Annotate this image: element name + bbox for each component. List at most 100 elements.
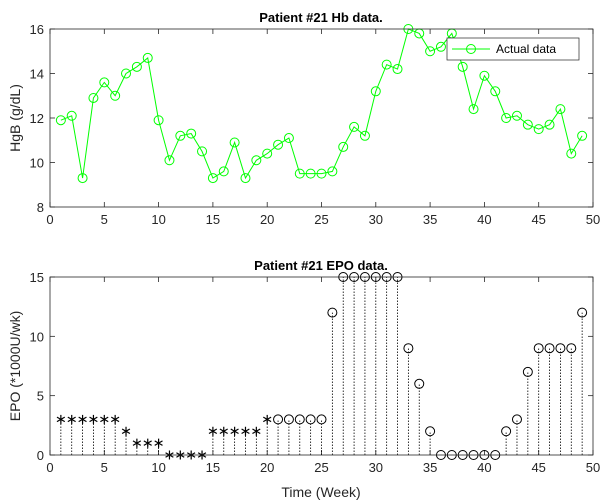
- epo-data-point: [78, 414, 87, 424]
- epo-xtick-label: 40: [477, 460, 491, 475]
- hb-title: Patient #21 Hb data.: [259, 10, 383, 25]
- hb-data-point: [544, 119, 555, 130]
- hb-axes-box: [49, 28, 594, 208]
- asterisk-stroke: [78, 416, 87, 423]
- hb-ytick-label: 10: [30, 156, 44, 171]
- epo-ytick-label: 10: [30, 329, 44, 344]
- epo-ytick-label: 15: [30, 270, 44, 285]
- asterisk-stroke: [121, 428, 131, 435]
- epo-ytick-label: 0: [37, 448, 44, 463]
- hb-axes: Patient #21 Hb data. HgB (g/dL) 0 5 10 15 20…: [7, 10, 600, 227]
- epo-xtick-label: 25: [314, 460, 328, 475]
- asterisk-stroke: [252, 428, 261, 435]
- hb-data-point: [577, 130, 588, 141]
- epo-data-point: [110, 414, 120, 424]
- hb-data-point: [392, 64, 403, 75]
- epo-data-point: [577, 307, 588, 318]
- hb-data-point: [338, 141, 349, 152]
- asterisk-stroke: [67, 416, 76, 423]
- epo-data-point: [56, 414, 66, 424]
- hb-data-point: [511, 110, 522, 121]
- epo-xtick-label: 0: [46, 460, 53, 475]
- hb-data-point: [555, 104, 566, 115]
- hb-data-point: [262, 148, 273, 159]
- epo-data-point: [100, 414, 109, 424]
- epo-plot-area: [50, 277, 593, 455]
- epo-xlabel: Time (Week): [281, 484, 360, 500]
- hb-ytick-label: 14: [30, 67, 44, 82]
- epo-xtick-label: 20: [260, 460, 274, 475]
- asterisk-stroke: [89, 416, 98, 423]
- hb-data-point: [327, 166, 338, 177]
- hb-xtick-label: 30: [369, 212, 383, 227]
- hb-data-point: [349, 121, 360, 132]
- epo-xtick-label: 5: [101, 460, 108, 475]
- epo-xtick-label: 45: [531, 460, 545, 475]
- hb-xtick-label: 45: [531, 212, 545, 227]
- asterisk-stroke: [230, 428, 239, 435]
- asterisk-stroke: [100, 416, 109, 423]
- asterisk-stroke: [263, 416, 272, 423]
- epo-data-point: [522, 366, 533, 377]
- epo-data-point: [67, 414, 76, 424]
- hb-xtick-label: 0: [46, 212, 53, 227]
- asterisk-stroke: [219, 428, 228, 435]
- hb-data-point: [468, 104, 479, 115]
- hb-series-line: [60, 28, 583, 180]
- epo-ytick-label: 5: [37, 389, 44, 404]
- epo-axes: Patient #21 EPO data. EPO (*1000U/wk) Ti…: [7, 258, 600, 500]
- hb-legend-label: Actual data: [496, 42, 556, 56]
- epo-xtick-label: 15: [206, 460, 220, 475]
- epo-xtick-label: 50: [586, 460, 600, 475]
- hb-data-point: [207, 173, 218, 184]
- hb-xtick-label: 35: [423, 212, 437, 227]
- hb-data-point: [229, 137, 240, 148]
- epo-data-point: [252, 426, 261, 436]
- hb-data-point: [197, 146, 208, 157]
- hb-xtick-label: 15: [206, 212, 220, 227]
- hb-data-point: [175, 130, 186, 141]
- hb-xtick-label: 5: [101, 212, 108, 227]
- hb-data-point: [251, 155, 262, 166]
- epo-data-point: [511, 414, 522, 425]
- asterisk-stroke: [208, 428, 218, 435]
- hb-ytick-label: 16: [30, 22, 44, 37]
- epo-xtick-label: 10: [151, 460, 165, 475]
- epo-data-point: [230, 426, 239, 436]
- hb-data-point: [501, 113, 512, 123]
- hb-data-point: [121, 68, 132, 79]
- epo-xtick-label: 35: [423, 460, 437, 475]
- epo-data-point: [305, 414, 316, 425]
- asterisk-stroke: [110, 416, 120, 423]
- hb-data-point: [131, 61, 142, 72]
- hb-legend-marker: [466, 44, 476, 54]
- hb-data-point: [218, 166, 229, 177]
- epo-data-point: [403, 343, 414, 354]
- hb-data-point: [283, 133, 294, 144]
- hb-data-point: [55, 115, 66, 126]
- epo-data-point: [132, 438, 142, 448]
- hb-data-point: [425, 46, 436, 57]
- hb-xtick-label: 40: [477, 212, 491, 227]
- hb-data-point: [381, 59, 392, 70]
- hb-data-point: [370, 86, 381, 97]
- epo-data-point: [263, 414, 272, 424]
- hb-legend: Actual data: [446, 37, 580, 61]
- hb-data-point: [294, 168, 305, 179]
- epo-data-point: [544, 343, 555, 354]
- hb-data-point: [316, 168, 327, 179]
- hb-ytick-label: 8: [37, 200, 44, 215]
- hb-data-point: [359, 130, 370, 141]
- hb-xtick-label: 20: [260, 212, 274, 227]
- epo-data-point: [294, 414, 305, 425]
- asterisk-stroke: [143, 440, 152, 446]
- hb-data-point: [566, 148, 577, 159]
- epo-title: Patient #21 EPO data.: [254, 258, 388, 273]
- hb-ytick-label: 12: [30, 111, 44, 126]
- hb-data-point: [533, 124, 544, 135]
- epo-ylabel: EPO (*1000U/wk): [7, 311, 23, 421]
- epo-data-point: [143, 438, 152, 448]
- hb-data-point: [273, 139, 284, 150]
- hb-data-point: [66, 110, 77, 121]
